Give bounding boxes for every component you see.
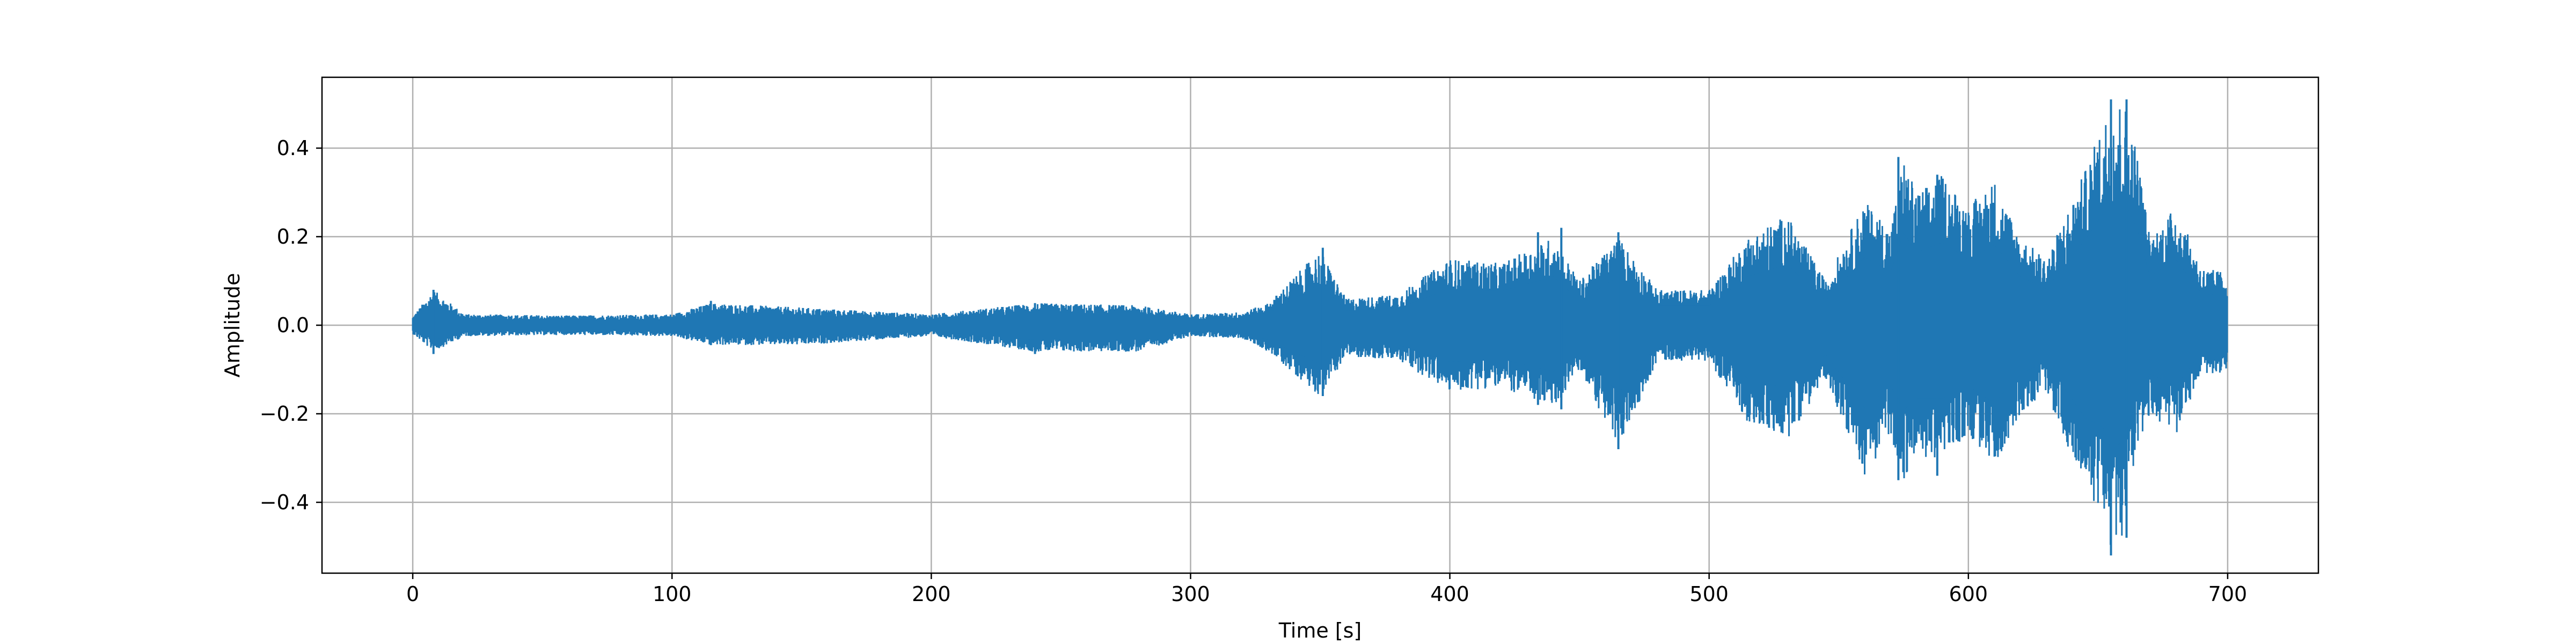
y-tick-label: −0.2 xyxy=(260,402,309,426)
waveform-core xyxy=(413,201,2228,452)
y-tick-label: 0.4 xyxy=(277,136,309,160)
y-axis-label: Amplitude xyxy=(221,273,244,378)
x-tick-label: 200 xyxy=(912,582,951,606)
axis-ticks: 0 100 200 300 400 500 600 700 −0.4 −0.2 0.0 0.2 0.4 xyxy=(260,136,2247,606)
x-tick-label: 500 xyxy=(1689,582,1729,606)
series-waveform xyxy=(412,99,2228,555)
x-tick-label: 400 xyxy=(1430,582,1469,606)
x-tick-label: 600 xyxy=(1949,582,1988,606)
y-tick-label: 0.0 xyxy=(277,313,309,337)
x-tick-label: 300 xyxy=(1171,582,1210,606)
x-tick-label: 0 xyxy=(406,582,419,606)
y-tick-label: 0.2 xyxy=(277,225,309,248)
x-tick-label: 700 xyxy=(2208,582,2248,606)
x-tick-label: 100 xyxy=(653,582,692,606)
x-axis-label: Time [s] xyxy=(1278,619,1362,642)
y-tick-label: −0.4 xyxy=(260,491,309,514)
